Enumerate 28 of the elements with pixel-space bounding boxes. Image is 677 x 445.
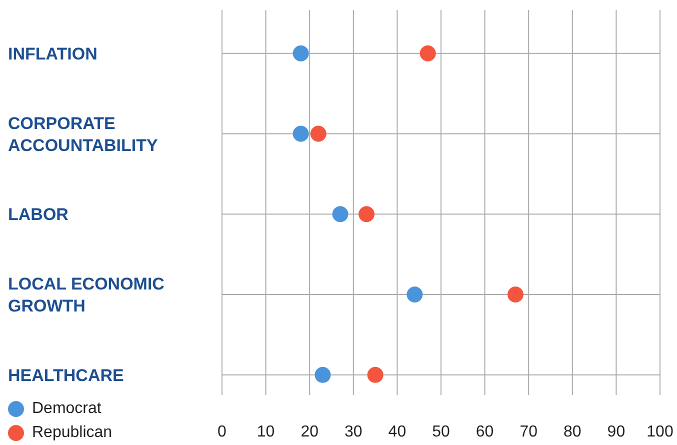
x-tick-label: 30 xyxy=(344,423,362,440)
y-tick-label: LABOR xyxy=(8,205,68,224)
point xyxy=(292,126,309,142)
x-tick-label: 60 xyxy=(476,423,494,440)
point xyxy=(332,206,348,222)
point xyxy=(507,286,524,303)
x-tick-label: 20 xyxy=(300,423,319,440)
x-tick-label: 0 xyxy=(218,423,227,440)
point xyxy=(420,45,436,62)
x-tick-label: 50 xyxy=(432,423,450,440)
x-tick-label: 90 xyxy=(607,423,626,440)
point xyxy=(314,366,331,383)
x-tick-label: 100 xyxy=(646,423,674,440)
x-tick-label: 70 xyxy=(520,423,538,440)
point xyxy=(367,366,384,383)
x-tick-label: 10 xyxy=(256,423,275,440)
point xyxy=(358,206,375,222)
y-tick-label: LOCAL ECONOMIC GROWTH xyxy=(8,274,164,316)
y-tick-label: HEALTHCARE xyxy=(8,366,124,385)
x-tick-label: 80 xyxy=(564,423,582,440)
x-tick-label: 40 xyxy=(388,423,406,440)
y-tick-label: CORPORATE ACCOUNTABILITY xyxy=(8,114,158,155)
legend-label: Republican xyxy=(32,423,112,443)
legend-label: Democrat xyxy=(32,399,102,419)
point xyxy=(292,45,309,62)
point xyxy=(310,126,326,142)
point xyxy=(406,286,423,303)
y-tick-label: INFLATION xyxy=(8,44,98,64)
